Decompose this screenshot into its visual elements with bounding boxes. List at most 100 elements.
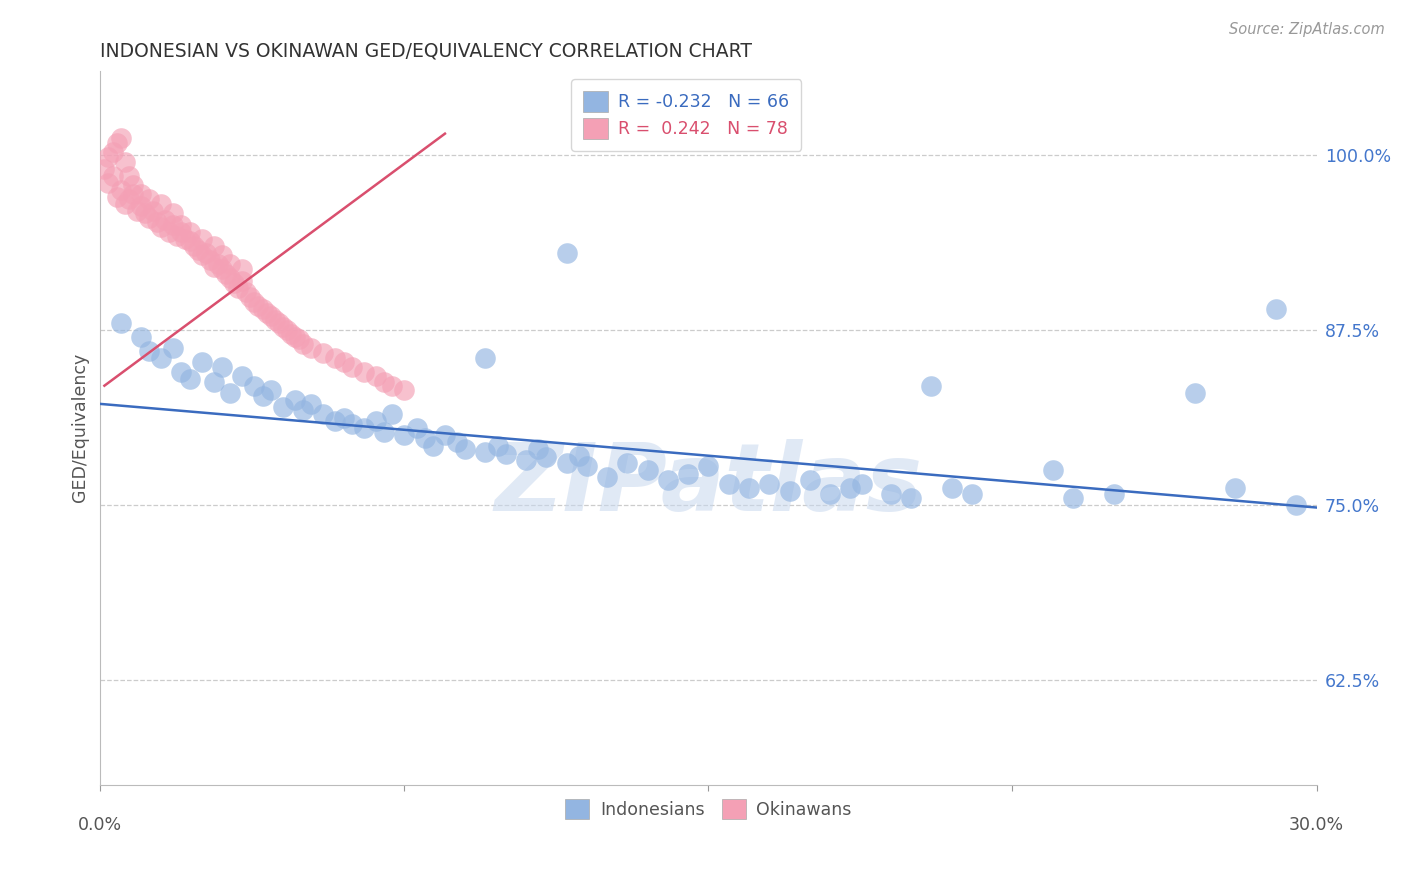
Point bbox=[839, 481, 862, 495]
Point bbox=[454, 442, 477, 456]
Point bbox=[174, 232, 197, 246]
Point bbox=[198, 252, 221, 267]
Point bbox=[555, 245, 578, 260]
Point bbox=[676, 467, 699, 481]
Point bbox=[134, 206, 156, 220]
Point bbox=[243, 294, 266, 309]
Text: Source: ZipAtlas.com: Source: ZipAtlas.com bbox=[1229, 22, 1385, 37]
Point bbox=[202, 238, 225, 252]
Point bbox=[179, 372, 201, 386]
Point bbox=[292, 402, 315, 417]
Point bbox=[851, 476, 873, 491]
Point bbox=[231, 274, 253, 288]
Point bbox=[271, 319, 294, 334]
Point bbox=[179, 235, 201, 249]
Point bbox=[325, 351, 347, 365]
Point bbox=[219, 257, 242, 271]
Point bbox=[231, 368, 253, 383]
Point bbox=[150, 196, 173, 211]
Point bbox=[353, 420, 375, 434]
Point bbox=[657, 473, 679, 487]
Point bbox=[373, 425, 395, 439]
Point bbox=[818, 486, 841, 500]
Point bbox=[717, 476, 740, 491]
Point bbox=[267, 316, 290, 330]
Point bbox=[235, 285, 257, 299]
Point bbox=[422, 439, 444, 453]
Point bbox=[110, 131, 132, 145]
Point bbox=[146, 215, 169, 229]
Point bbox=[1102, 486, 1125, 500]
Point bbox=[211, 262, 233, 277]
Point bbox=[284, 392, 307, 407]
Point bbox=[194, 245, 217, 260]
Point bbox=[231, 262, 253, 277]
Point bbox=[299, 341, 322, 355]
Point bbox=[515, 453, 537, 467]
Point bbox=[179, 225, 201, 239]
Text: ZIPatlas: ZIPatlas bbox=[495, 439, 922, 531]
Point bbox=[405, 420, 427, 434]
Point bbox=[276, 323, 298, 337]
Point bbox=[101, 169, 124, 183]
Point bbox=[166, 228, 188, 243]
Point bbox=[157, 225, 180, 239]
Point bbox=[299, 397, 322, 411]
Point bbox=[121, 186, 143, 201]
Point bbox=[243, 378, 266, 392]
Point bbox=[474, 444, 496, 458]
Point bbox=[226, 281, 249, 295]
Point bbox=[121, 178, 143, 193]
Point bbox=[527, 442, 550, 456]
Point bbox=[150, 220, 173, 235]
Point bbox=[263, 313, 285, 327]
Point bbox=[129, 329, 152, 343]
Point bbox=[105, 189, 128, 203]
Point bbox=[162, 341, 184, 355]
Point bbox=[536, 450, 558, 464]
Point bbox=[799, 473, 821, 487]
Point bbox=[446, 434, 468, 449]
Point bbox=[252, 301, 274, 316]
Point bbox=[150, 351, 173, 365]
Point bbox=[325, 414, 347, 428]
Point bbox=[118, 169, 141, 183]
Point bbox=[162, 218, 184, 232]
Point bbox=[190, 232, 212, 246]
Point bbox=[110, 183, 132, 197]
Point bbox=[114, 154, 136, 169]
Point bbox=[239, 291, 262, 305]
Point bbox=[486, 439, 509, 453]
Point bbox=[758, 476, 780, 491]
Point bbox=[312, 346, 335, 360]
Point bbox=[738, 481, 761, 495]
Point bbox=[155, 213, 177, 227]
Point bbox=[138, 343, 160, 358]
Point bbox=[1225, 481, 1247, 495]
Point bbox=[219, 271, 242, 285]
Point bbox=[118, 193, 141, 207]
Point bbox=[637, 463, 659, 477]
Point bbox=[1184, 385, 1206, 400]
Point bbox=[224, 277, 246, 291]
Point bbox=[381, 407, 404, 421]
Point bbox=[474, 351, 496, 365]
Point bbox=[364, 414, 387, 428]
Point bbox=[138, 211, 160, 225]
Point bbox=[97, 151, 120, 165]
Point bbox=[247, 299, 270, 313]
Point bbox=[162, 206, 184, 220]
Point bbox=[1042, 463, 1064, 477]
Point bbox=[207, 257, 229, 271]
Point bbox=[900, 491, 922, 505]
Point bbox=[1265, 301, 1288, 316]
Point bbox=[288, 333, 311, 347]
Text: 30.0%: 30.0% bbox=[1289, 815, 1344, 834]
Point bbox=[941, 481, 963, 495]
Point bbox=[1062, 491, 1084, 505]
Point bbox=[616, 456, 638, 470]
Point bbox=[170, 365, 193, 379]
Point bbox=[259, 309, 281, 323]
Point bbox=[920, 378, 942, 392]
Point bbox=[433, 427, 456, 442]
